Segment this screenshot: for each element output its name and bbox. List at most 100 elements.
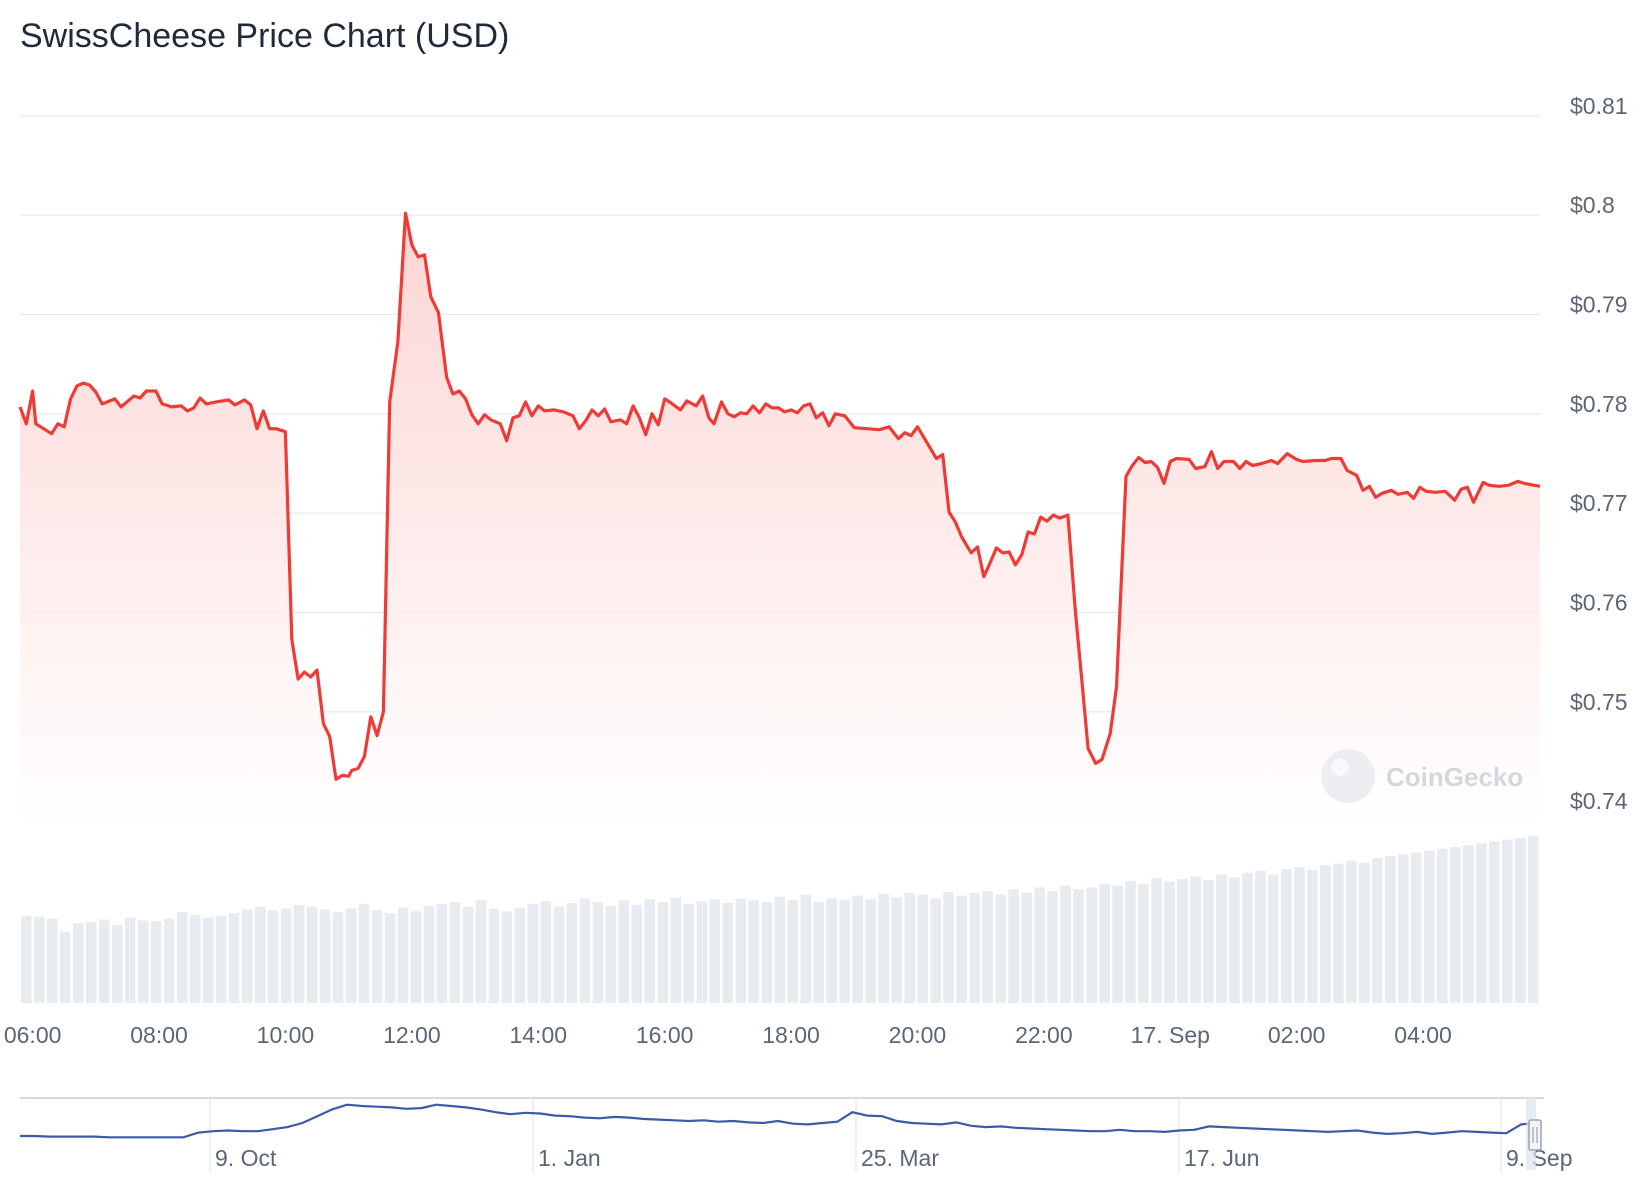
x-tick-label: 06:00 — [4, 1022, 62, 1048]
volume-bar — [1528, 836, 1539, 1003]
navigator-grid — [209, 1098, 1502, 1172]
volume-bar — [605, 905, 617, 1003]
coingecko-logo-icon — [1321, 749, 1375, 803]
volume-bar — [839, 900, 850, 1003]
volume-bar — [813, 902, 824, 1003]
chart-title: SwissCheese Price Chart (USD) — [20, 17, 510, 55]
volume-bar — [1515, 837, 1526, 1003]
navigator-tick-label: 1. Jan — [538, 1145, 601, 1171]
volume-bar — [98, 919, 110, 1003]
volume-bar — [1307, 869, 1318, 1003]
volume-bar — [995, 894, 1006, 1003]
volume-bar — [1060, 885, 1071, 1003]
volume-bar — [1281, 869, 1292, 1003]
volume-bar — [956, 895, 967, 1003]
navigator[interactable]: 9. Oct 1. Jan 25. Mar 17. Jun 9. Sep — [20, 1097, 1573, 1172]
navigator-tick-label: 25. Mar — [861, 1145, 939, 1171]
volume-bar — [527, 903, 539, 1003]
y-tick-label: $0.75 — [1570, 689, 1628, 715]
volume-bar — [306, 906, 318, 1003]
navigator-tick-label: 9. Oct — [215, 1145, 277, 1171]
volume-bar — [1190, 876, 1201, 1003]
volume-bar — [592, 902, 604, 1003]
x-tick-label: 14:00 — [509, 1022, 567, 1048]
coingecko-logo-eye-icon — [1331, 758, 1349, 776]
volume-bar — [566, 902, 578, 1003]
volume-bar — [1502, 839, 1513, 1003]
volume-bar — [722, 902, 734, 1003]
volume-bar — [345, 908, 357, 1003]
coingecko-watermark: CoinGecko — [1321, 749, 1523, 803]
volume-bar — [1294, 867, 1305, 1003]
volume-bar — [189, 914, 201, 1003]
volume-bar — [163, 918, 175, 1003]
volume-bar — [1021, 892, 1032, 1003]
volume-bar — [1320, 865, 1331, 1003]
volume-bar — [21, 915, 32, 1003]
volume-bar — [267, 910, 279, 1003]
volume-bar — [423, 905, 435, 1003]
volume-bar — [1450, 847, 1461, 1003]
volume-bar — [865, 899, 876, 1003]
volume-bar — [618, 900, 630, 1003]
x-tick-label: 16:00 — [636, 1022, 694, 1048]
volume-bar — [1034, 887, 1045, 1003]
volume-bar — [436, 903, 448, 1003]
volume-bar — [1138, 883, 1149, 1003]
navigator-handle-right[interactable] — [1528, 1119, 1542, 1151]
volume-bar — [1463, 845, 1474, 1003]
y-tick-label: $0.8 — [1570, 192, 1615, 218]
volume-bar — [202, 917, 214, 1003]
volume-bar — [917, 894, 928, 1003]
volume-bar — [1437, 848, 1448, 1003]
x-tick-label: 12:00 — [383, 1022, 441, 1048]
volume-bar — [1099, 883, 1110, 1003]
volume-bar — [1398, 854, 1409, 1003]
volume-bar — [449, 902, 461, 1003]
volume-bar — [696, 901, 708, 1003]
volume-bar — [1125, 880, 1136, 1003]
volume-bar — [1164, 881, 1175, 1003]
volume-bar — [241, 909, 253, 1003]
x-tick-label: 20:00 — [889, 1022, 947, 1048]
y-tick-label: $0.81 — [1570, 93, 1628, 119]
x-tick-label: 17. Sep — [1131, 1022, 1210, 1048]
volume-bar — [774, 896, 785, 1003]
volume-bar — [1229, 877, 1240, 1003]
volume-bar — [761, 902, 773, 1003]
volume-bar — [332, 912, 344, 1003]
volume-bar — [410, 911, 422, 1003]
x-axis: 06:00 08:00 10:00 12:00 14:00 16:00 18:00 20:00… — [4, 1022, 1452, 1048]
volume-bar — [33, 916, 45, 1003]
volume-bar — [1385, 856, 1396, 1003]
price-line — [18, 211, 1541, 781]
volume-bar — [1359, 862, 1370, 1003]
volume-bar — [1086, 887, 1097, 1003]
volume-bar — [1346, 860, 1357, 1003]
volume-bar — [1476, 843, 1487, 1003]
volume-bar — [943, 891, 954, 1003]
volume-bar — [46, 918, 58, 1003]
watermark-text: CoinGecko — [1386, 762, 1523, 792]
volume-bar — [176, 912, 188, 1003]
volume-bar — [137, 920, 149, 1003]
volume-bar — [800, 894, 811, 1003]
volume-bar — [1112, 885, 1123, 1003]
volume-bar — [540, 901, 552, 1003]
volume-bar — [709, 899, 721, 1003]
volume-bar — [371, 910, 383, 1003]
volume-bar — [501, 911, 513, 1003]
x-tick-label: 02:00 — [1268, 1022, 1326, 1048]
volume-bar — [631, 904, 643, 1003]
y-tick-label: $0.74 — [1570, 788, 1628, 814]
volume-bar — [1489, 841, 1500, 1003]
volume-bar — [670, 897, 682, 1003]
volume-bar — [85, 922, 97, 1003]
volume-bar — [904, 892, 915, 1003]
volume-bar — [72, 923, 84, 1003]
volume-bar — [319, 909, 331, 1003]
volume-bar — [293, 904, 305, 1003]
volume-bar — [1047, 891, 1058, 1003]
y-tick-label: $0.76 — [1570, 589, 1628, 615]
